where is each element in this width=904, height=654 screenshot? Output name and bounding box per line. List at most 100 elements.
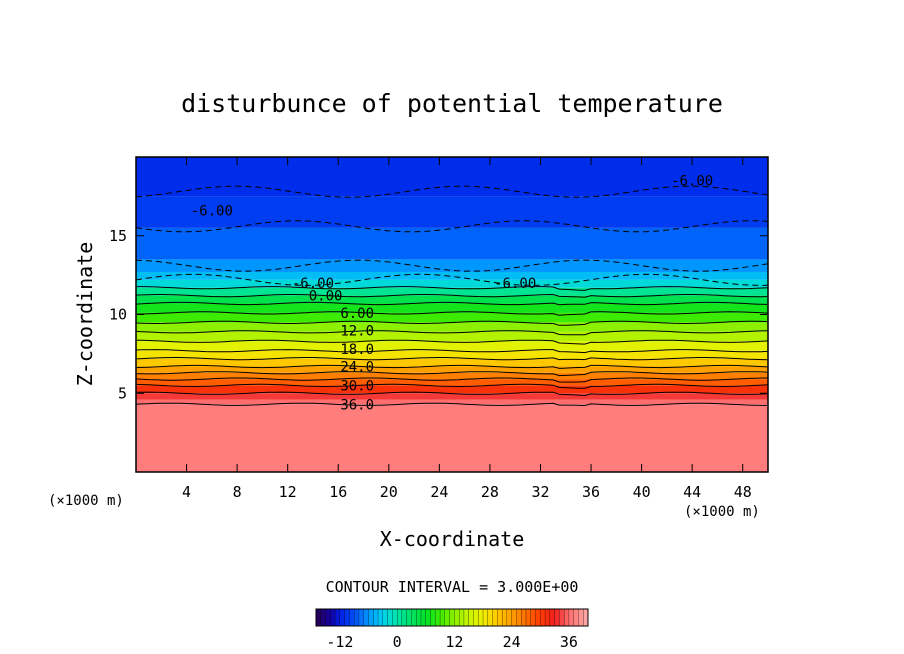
x-tick-label-4: 20 [380, 483, 398, 501]
colorbar-cell-0 [315, 608, 322, 627]
colorbar-cell-49 [549, 608, 556, 627]
contour-line-0 [136, 402, 768, 407]
x-unit-left: (×1000 m) [48, 493, 124, 509]
x-axis-ticks: 4 8 12 16 20 24 28 32 36 40 44 48 [182, 157, 752, 501]
dashed-contour-0 [136, 273, 768, 286]
colorbar-cell-11 [368, 608, 374, 627]
contour-labels: -6.00-6.00-6.00-6.000.006.0012.018.024.0… [191, 174, 713, 414]
x-tick-label-7: 32 [531, 483, 549, 501]
colorbar-tick-label-0: -12 [326, 633, 353, 651]
colorbar-cell-21 [416, 608, 422, 627]
colorbar-cell-27 [444, 608, 451, 627]
contour-line-3 [136, 377, 768, 383]
colorbar-cell-17 [396, 608, 403, 627]
colorbar-cell-12 [373, 608, 379, 627]
x-tick-label-1: 8 [233, 483, 242, 501]
contour-band-16 [136, 279, 768, 288]
colorbar-tick-label-2: 12 [445, 633, 463, 651]
colorbar-cell-30 [459, 608, 465, 627]
plot-fill [136, 157, 768, 472]
y-tick-label-1: 10 [109, 306, 127, 324]
y-axis-ticks: 5 10 15 [109, 227, 768, 402]
colorbar-cell-1 [320, 608, 326, 627]
contour-line-1 [136, 391, 768, 397]
contour-label-4: 0.00 [309, 289, 343, 305]
contour-band-4 [136, 379, 768, 386]
x-tick-label-10: 44 [683, 483, 701, 501]
colorbar-ticks: -12 0 12 24 36 [326, 633, 578, 651]
colorbar-cell-26 [439, 608, 446, 627]
x-tick-label-5: 24 [430, 483, 448, 501]
colorbar-cell-48 [544, 608, 551, 627]
colorbar-cell-35 [482, 608, 489, 627]
y-tick-label-2: 15 [109, 227, 127, 245]
contour-band-7 [136, 358, 768, 367]
contour-band-18 [136, 259, 768, 272]
colorbar-cell-19 [406, 608, 412, 627]
contour-line-11 [136, 311, 768, 316]
contour-line-6 [136, 357, 768, 361]
colorbar-cell-52 [563, 608, 570, 627]
colorbar-cell-20 [411, 608, 417, 627]
contour-label-3: -6.00 [671, 174, 713, 190]
contour-label-0: -6.00 [494, 276, 536, 292]
colorbar-cell-33 [473, 608, 479, 627]
colorbar-cell-46 [535, 608, 541, 627]
colorbar-cell-41 [511, 608, 517, 627]
colorbar-cell-29 [454, 608, 460, 627]
contour-band-0 [136, 404, 768, 472]
colorbar-cell-47 [540, 608, 546, 627]
contour-band-15 [136, 287, 768, 296]
contour-line-12 [136, 301, 768, 306]
colorbar-cell-40 [506, 608, 513, 627]
contour-band-12 [136, 312, 768, 323]
contour-line-8 [136, 339, 768, 345]
colorbar-cell-8 [354, 608, 360, 627]
colorbar-cell-4 [334, 608, 341, 627]
contour-band-6 [136, 366, 768, 373]
y-axis-label: Z-coordinate [73, 242, 97, 387]
contour-band-14 [136, 295, 768, 304]
colorbar-tick-label-1: 0 [393, 633, 402, 651]
contour-band-11 [136, 322, 768, 332]
dashed-contour-3 [136, 185, 768, 198]
colorbar-cell-3 [330, 608, 336, 627]
colorbar-cell-38 [497, 608, 503, 627]
colorbar-cell-31 [463, 608, 470, 627]
dashed-contour-2 [136, 220, 768, 233]
colorbar-cell-53 [568, 608, 575, 627]
contour-label-1: -6.00 [292, 276, 334, 292]
colorbar-cell-34 [478, 608, 484, 627]
contour-label-2: -6.00 [191, 204, 233, 220]
contour-line-4 [136, 371, 768, 377]
contour-band-17 [136, 271, 768, 280]
contour-label-9: 30.0 [340, 378, 374, 394]
colorbar-cell-25 [435, 608, 441, 627]
contour-line-5 [136, 364, 768, 369]
chart-title: disturbunce of potential temperature [181, 89, 723, 118]
contour-band-10 [136, 331, 768, 342]
contour-label-5: 6.00 [340, 306, 374, 322]
contour-band-13 [136, 303, 768, 313]
colorbar-tick-label-4: 36 [560, 633, 578, 651]
colorbar-cell-2 [325, 608, 331, 627]
colorbar-cell-55 [578, 608, 584, 627]
colorbar-cell-5 [339, 608, 346, 627]
colorbar-cell-7 [349, 608, 355, 627]
x-tick-label-8: 36 [582, 483, 600, 501]
contour-band-2 [136, 393, 768, 400]
colorbar-cell-43 [521, 608, 527, 627]
contour-label-10: 36.0 [340, 397, 374, 413]
contour-line-10 [136, 320, 768, 326]
colorbar-frame [315, 608, 589, 627]
contour-band-9 [136, 341, 768, 351]
contour-line-13 [136, 293, 768, 298]
contour-band-21 [136, 157, 768, 197]
colorbar-cell-24 [430, 608, 436, 627]
colorbar-cell-42 [516, 608, 522, 627]
contour-band-5 [136, 372, 768, 380]
colorbar-cell-16 [392, 608, 398, 627]
contour-label-8: 24.0 [340, 359, 374, 375]
colorbar-cell-54 [573, 608, 579, 627]
x-tick-label-11: 48 [734, 483, 752, 501]
